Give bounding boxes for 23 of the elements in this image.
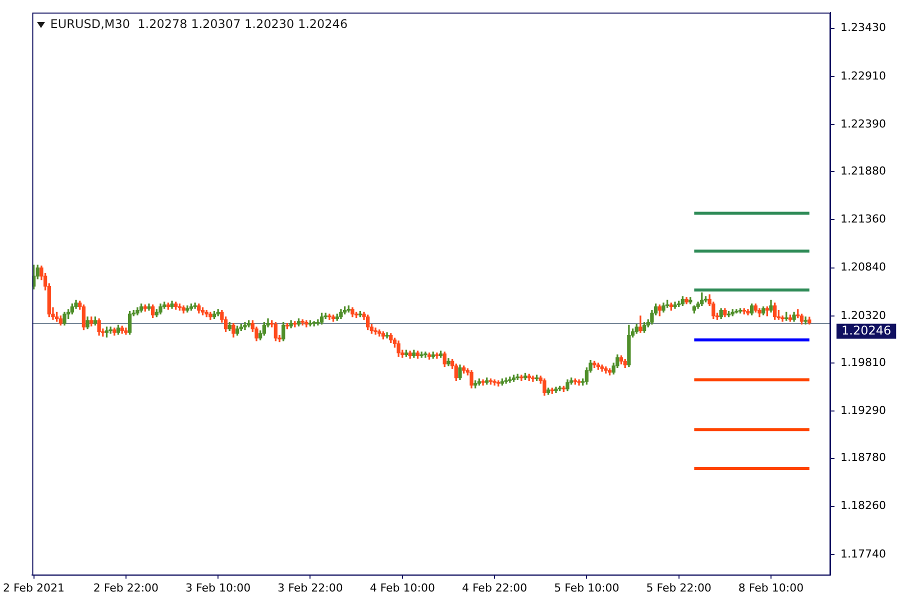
chart-title: EURUSD,M30 1.20278 1.20307 1.20230 1.20246: [50, 16, 348, 31]
x-tick-label: 2 Feb 22:00: [93, 581, 159, 594]
y-tick-label: 1.20840: [840, 260, 886, 274]
y-tick-label: 1.22390: [840, 117, 886, 130]
y-tick-label: 1.21880: [840, 164, 886, 178]
x-tick-label: 3 Feb 22:00: [278, 581, 343, 594]
y-tick-label: 1.19290: [840, 404, 886, 417]
y-tick-label: 1.17740: [840, 547, 886, 560]
x-tick-label: 3 Feb 10:00: [186, 581, 251, 594]
y-tick-label: 1.23430: [840, 21, 886, 34]
y-tick-label: 1.20320: [840, 308, 886, 322]
x-tick-label: 4 Feb 22:00: [462, 581, 528, 594]
y-tick-label: 1.22910: [840, 69, 886, 82]
y-tick-label: 1.21360: [840, 212, 886, 226]
x-tick-label: 4 Feb 10:00: [370, 581, 435, 594]
y-tick-label: 1.19810: [840, 356, 886, 369]
ref-line-label: 1.20246: [842, 323, 892, 338]
y-tick-label: 1.18260: [840, 499, 886, 512]
y-tick-label: 1.18780: [840, 451, 886, 464]
x-tick-label: 5 Feb 10:00: [554, 581, 620, 594]
x-tick-label: 8 Feb 10:00: [738, 581, 804, 594]
x-tick-label: 2 Feb 2021: [3, 581, 65, 594]
x-tick-label: 5 Feb 22:00: [646, 581, 712, 594]
